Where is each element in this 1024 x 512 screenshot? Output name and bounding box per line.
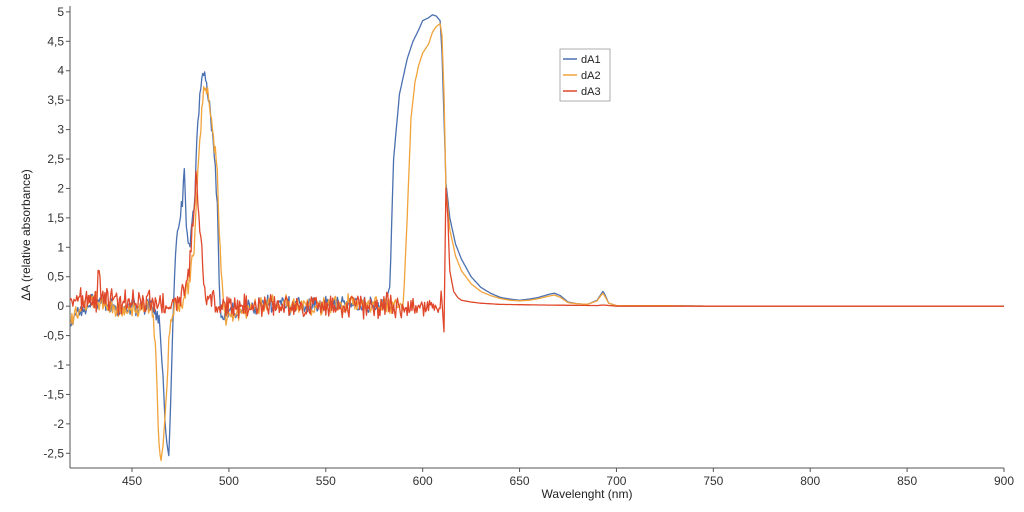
y-tick-label: 4,5 [47,34,64,48]
x-tick-label: 450 [122,474,142,488]
y-tick-label: 2 [57,181,64,195]
y-tick-label: 1 [57,240,64,254]
y-tick-label: 2,5 [47,152,64,166]
x-tick-label: 750 [703,474,723,488]
y-tick-label: -1,5 [43,387,64,401]
x-axis-title: Wavelenght (nm) [542,487,633,501]
x-tick-label: 800 [800,474,820,488]
y-tick-label: 0 [57,299,64,313]
axes: -2,5 -2 -1,5 -1 -0,5 0 0,5 1 1,5 2 2,5 3 3,5 4 4,5 5 450… [43,5,1014,488]
y-tick-label: 0,5 [47,270,64,284]
x-tick-label: 700 [606,474,626,488]
series-line-da3 [70,170,1004,333]
y-axis-title: ΔA (relative absorbance) [19,169,33,300]
legend-label: dA2 [581,70,601,82]
y-tick-label: 3 [57,123,64,137]
y-tick-label: 4 [57,64,64,78]
y-tick-label: 1,5 [47,211,64,225]
y-tick-label: -2,5 [43,446,64,460]
series-line-da2 [70,23,1004,462]
y-tick-label: -2 [53,417,64,431]
legend-label: dA1 [581,54,601,66]
legend: dA1 dA2 dA3 [559,48,611,102]
legend-label: dA3 [581,86,601,98]
series-line-da1 [70,14,1004,457]
y-tick-label: 3,5 [47,93,64,107]
series-layer [70,14,1004,462]
y-tick-label: -0,5 [43,329,64,343]
x-tick-label: 900 [994,474,1014,488]
y-tick-label: 5 [57,5,64,19]
x-tick-label: 850 [897,474,917,488]
x-tick-label: 550 [316,474,336,488]
x-tick-label: 650 [510,474,530,488]
x-tick-label: 500 [219,474,239,488]
y-tick-label: -1 [53,358,64,372]
x-tick-label: 600 [413,474,433,488]
